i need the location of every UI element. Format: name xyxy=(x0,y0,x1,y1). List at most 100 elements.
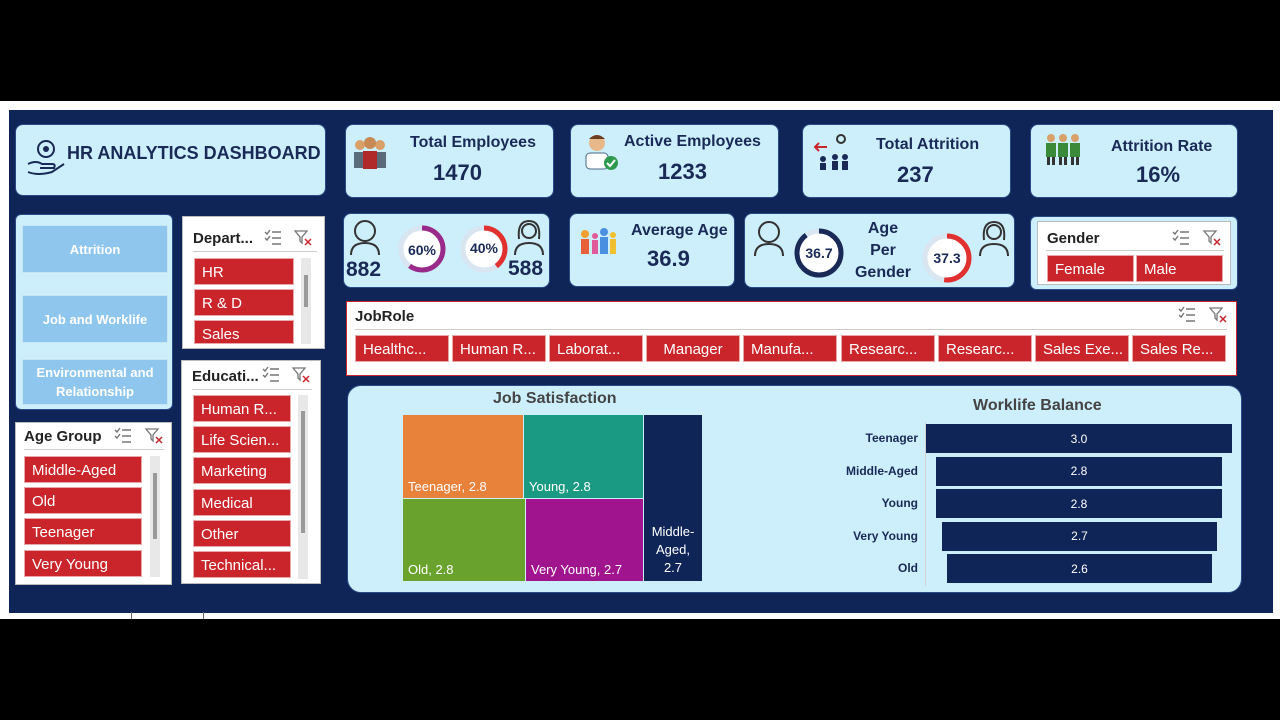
kpi-label: Total Employees xyxy=(410,134,536,151)
jobrole-chip[interactable]: Researc... xyxy=(938,335,1032,362)
multi-select-icon[interactable] xyxy=(261,366,281,384)
slicer-divider xyxy=(24,449,164,450)
department-chip[interactable]: Sales xyxy=(194,320,294,344)
slicer-divider xyxy=(192,389,312,390)
female-ring xyxy=(460,225,508,273)
worklife-title: Worklife Balance xyxy=(973,397,1102,414)
team-icon xyxy=(354,137,386,169)
age-per-gender-line2: Gender xyxy=(854,264,911,281)
gender-chip[interactable]: Male xyxy=(1136,255,1223,282)
education-chip[interactable]: Marketing xyxy=(193,457,291,484)
treemap-tile-young: Young, 2.8 xyxy=(524,415,643,498)
treemap-tile-old: Old, 2.8 xyxy=(403,499,525,581)
education-scroll-thumb[interactable] xyxy=(301,411,305,533)
charts-panel: Job Satisfaction Teenager, 2.8 Young, 2.8… xyxy=(347,385,1242,593)
age-per-gender-card: 36.7 Age Per Gender 37.3 xyxy=(744,213,1015,288)
kpi-active-employees: Active Employees 1233 xyxy=(570,124,779,198)
department-chip[interactable]: HR xyxy=(194,258,294,285)
nav-panel: Attrition Job and Worklife Environmental… xyxy=(15,214,173,410)
gender-split-card: 882 60% 40% 588 xyxy=(343,213,550,288)
department-chip[interactable]: R & D xyxy=(194,289,294,316)
jobrole-slicer: JobRole Healthc... Human R... Laborat...… xyxy=(346,301,1237,376)
page-title: HR ANALYTICS DASHBOARD xyxy=(67,143,321,163)
age-group-chip[interactable]: Very Young xyxy=(24,550,142,577)
worklife-bar: 3.0 xyxy=(926,424,1232,453)
worklife-bar: 2.7 xyxy=(942,521,1217,551)
kpi-value: 1470 xyxy=(433,160,482,185)
female-age-value: 37.3 xyxy=(933,250,961,266)
female-icon xyxy=(514,219,544,256)
age-group-scroll-thumb[interactable] xyxy=(153,473,157,539)
hand-gear-icon xyxy=(27,140,65,175)
department-scroll-thumb[interactable] xyxy=(304,275,308,307)
slicer-title: Educati... xyxy=(192,368,259,385)
age-group-slicer: Age Group Middle-Aged Old Teenager Very … xyxy=(15,422,172,585)
average-age-label: Average Age xyxy=(631,222,728,239)
worklife-value-label: 2.8 xyxy=(1070,496,1088,511)
male-icon xyxy=(350,220,380,256)
education-chip[interactable]: Medical xyxy=(193,489,291,516)
gender-slicer-card: Gender Female Male xyxy=(1030,216,1238,290)
education-chip[interactable]: Human R... xyxy=(193,395,291,422)
clear-filter-icon[interactable] xyxy=(144,427,164,445)
multi-select-icon[interactable] xyxy=(1171,229,1191,247)
jobrole-chip[interactable]: Researc... xyxy=(841,335,935,362)
age-per-gender-title: Age Per Gender xyxy=(853,218,913,284)
worklife-category-label: Middle-Aged xyxy=(846,463,918,478)
rate-people-icon xyxy=(1046,134,1080,165)
female-age-ring xyxy=(922,233,972,283)
male-age-ring xyxy=(794,228,844,278)
slicer-title: JobRole xyxy=(355,308,415,325)
worklife-value-label: 2.6 xyxy=(1071,561,1088,576)
male-count: 882 xyxy=(346,258,382,281)
attrition-icon xyxy=(813,134,848,170)
job-satisfaction-treemap: Teenager, 2.8 Young, 2.8 Old, 2.8 Very Youn… xyxy=(403,415,703,582)
clear-filter-icon[interactable] xyxy=(291,366,311,384)
kpi-total-employees: Total Employees 1470 xyxy=(345,124,554,198)
clear-filter-icon[interactable] xyxy=(1202,229,1222,247)
age-group-chip[interactable]: Middle-Aged xyxy=(24,456,142,483)
grid-tick xyxy=(203,612,204,619)
doctor-check-icon xyxy=(585,135,618,170)
worklife-category-labels: Teenager Middle-Aged Young Very Young Old xyxy=(818,424,918,584)
jobrole-chip[interactable]: Healthc... xyxy=(355,335,449,362)
age-group-chip[interactable]: Old xyxy=(24,487,142,514)
treemap-label: Teenager, 2.8 xyxy=(408,479,487,494)
treemap-tile-middle-aged: Middle-Aged, 2.7 xyxy=(644,415,702,581)
jobrole-chip[interactable]: Manager xyxy=(646,335,740,362)
treemap-label: Middle-Aged, 2.7 xyxy=(651,524,695,575)
jobrole-chip[interactable]: Laborat... xyxy=(549,335,643,362)
worklife-axis xyxy=(925,422,926,586)
kpi-attrition-rate: Attrition Rate 16% xyxy=(1030,124,1238,198)
family-icon xyxy=(581,228,616,254)
female-icon xyxy=(979,220,1009,257)
kpi-value: 237 xyxy=(897,162,934,187)
slicer-divider xyxy=(1046,250,1224,251)
gender-slicer: Gender Female Male xyxy=(1037,221,1231,285)
education-chip[interactable]: Other xyxy=(193,520,291,547)
education-chip[interactable]: Life Scien... xyxy=(193,426,291,453)
jobrole-chip[interactable]: Sales Re... xyxy=(1132,335,1226,362)
male-pct: 60% xyxy=(407,242,437,258)
multi-select-icon[interactable] xyxy=(1177,306,1197,324)
multi-select-icon[interactable] xyxy=(113,427,133,445)
gender-chip[interactable]: Female xyxy=(1047,255,1134,282)
multi-select-icon[interactable] xyxy=(263,229,283,247)
jobrole-chip[interactable]: Human R... xyxy=(452,335,546,362)
nav-attrition-button[interactable]: Attrition xyxy=(22,225,168,273)
worklife-bar-chart: 3.0 2.8 2.8 2.7 2.6 xyxy=(926,424,1236,584)
jobrole-chip[interactable]: Sales Exe... xyxy=(1035,335,1129,362)
worklife-category-label: Old xyxy=(898,561,918,575)
treemap-tile-very-young: Very Young, 2.7 xyxy=(526,499,643,581)
education-chip[interactable]: Technical... xyxy=(193,551,291,578)
clear-filter-icon[interactable] xyxy=(293,229,313,247)
nav-environment-button[interactable]: Environmental and Relationship xyxy=(22,359,168,405)
age-group-chip[interactable]: Teenager xyxy=(24,518,142,545)
clear-filter-icon[interactable] xyxy=(1208,306,1228,324)
average-age-value: 36.9 xyxy=(647,246,690,271)
kpi-value: 1233 xyxy=(658,159,707,184)
slicer-divider xyxy=(193,251,317,252)
worklife-bar: 2.8 xyxy=(936,456,1222,486)
nav-job-worklife-button[interactable]: Job and Worklife xyxy=(22,295,168,343)
jobrole-chip[interactable]: Manufa... xyxy=(743,335,837,362)
